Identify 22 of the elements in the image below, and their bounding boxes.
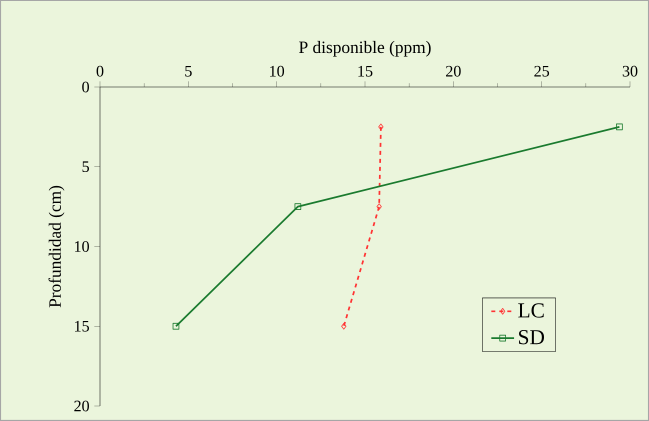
y-tick-label: 5 <box>82 161 89 172</box>
y-tick-label: 15 <box>75 320 89 332</box>
x-tick-label: 20 <box>446 66 461 77</box>
y-tick-label: 0 <box>82 82 89 92</box>
y-axis-title: Profundidad (cm) <box>48 186 64 308</box>
x-tick-label: 0 <box>96 66 104 77</box>
point <box>172 322 180 330</box>
x-tick-label: 15 <box>358 66 372 77</box>
point <box>376 203 382 210</box>
y-tick-label: 10 <box>75 241 89 252</box>
x-tick-label: 10 <box>270 66 284 77</box>
point <box>341 322 346 330</box>
y-tick-label: 20 <box>74 400 89 412</box>
legend-label: LC <box>518 303 544 318</box>
legend-label: SD <box>519 330 544 344</box>
x-tick-label: 30 <box>622 66 638 77</box>
x-tick-label: 25 <box>534 66 550 77</box>
point <box>378 124 384 130</box>
x-tick-label: 5 <box>185 66 192 77</box>
point <box>294 203 302 210</box>
x-axis-title: P disponible (ppm) <box>299 40 431 57</box>
point <box>616 124 623 130</box>
